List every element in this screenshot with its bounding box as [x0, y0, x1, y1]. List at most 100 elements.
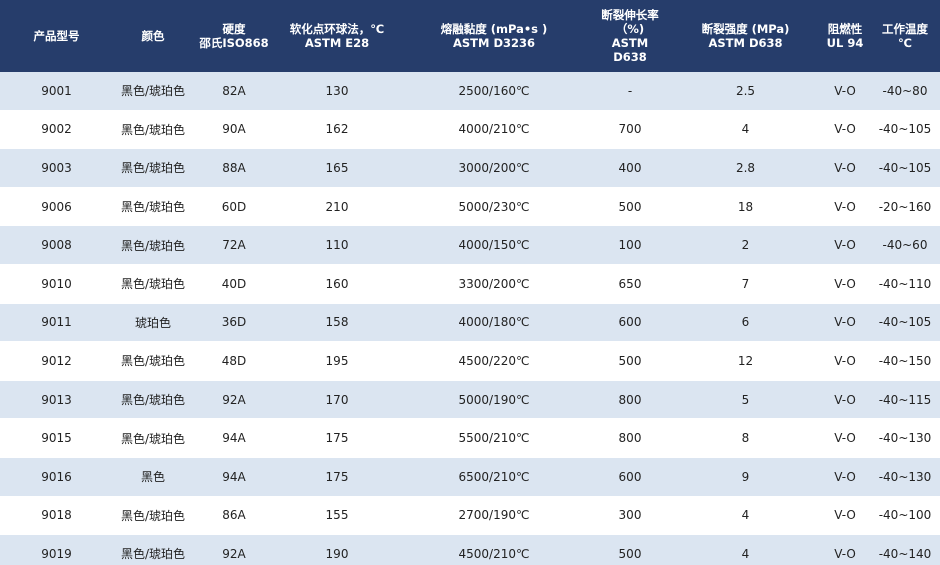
cell-tensile-strength: 2.8 — [671, 148, 820, 188]
table-header: 产品型号 颜色 硬度 邵氏ISO868 软化点环球法，℃ ASTM E28 熔融… — [0, 0, 940, 72]
header-softening-point: 软化点环球法，℃ ASTM E28 — [275, 0, 399, 72]
cell-color: 黑色/琥珀色 — [113, 496, 193, 536]
cell-operating-temp: -20~160 — [870, 187, 940, 227]
table-row: 9002 黑色/琥珀色 90A 162 4000/210℃ 700 4 V-O -40~105 — [0, 110, 940, 150]
cell-melt-viscosity: 4000/150℃ — [399, 225, 589, 265]
cell-operating-temp: -40~115 — [870, 380, 940, 420]
table-row: 9008 黑色/琥珀色 72A 110 4000/150℃ 100 2 V-O -40~60 — [0, 225, 940, 265]
cell-elongation: 700 — [589, 110, 671, 150]
cell-melt-viscosity: 5500/210℃ — [399, 418, 589, 458]
cell-tensile-strength: 2 — [671, 225, 820, 265]
cell-hardness: 36D — [193, 303, 275, 343]
cell-color: 黑色/琥珀色 — [113, 72, 193, 111]
table-row: 9015 黑色/琥珀色 94A 175 5500/210℃ 800 8 V-O -40~130 — [0, 418, 940, 458]
table-body: 9001 黑色/琥珀色 82A 130 2500/160℃ -2.5 V-O -40~80 90… — [0, 72, 940, 565]
cell-elongation: 800 — [589, 380, 671, 420]
cell-elongation: 650 — [589, 264, 671, 304]
cell-hardness: 48D — [193, 341, 275, 381]
cell-elongation: 800 — [589, 418, 671, 458]
cell-softening-point: 162 — [275, 110, 399, 150]
header-operating-temp: 工作温度 ℃ — [870, 0, 940, 72]
cell-melt-viscosity: 4500/220℃ — [399, 341, 589, 381]
cell-color: 黑色/琥珀色 — [113, 187, 193, 227]
cell-hardness: 94A — [193, 418, 275, 458]
cell-color: 黑色/琥珀色 — [113, 264, 193, 304]
cell-elongation: 500 — [589, 534, 671, 565]
cell-flame-rating: V-O — [820, 418, 870, 458]
cell-elongation: 500 — [589, 187, 671, 227]
cell-softening-point: 175 — [275, 457, 399, 497]
cell-melt-viscosity: 5000/190℃ — [399, 380, 589, 420]
header-melt-viscosity: 熔融黏度 (mPa•s ) ASTM D3236 — [399, 0, 589, 72]
cell-flame-rating: V-O — [820, 72, 870, 111]
cell-elongation: - — [589, 72, 671, 111]
cell-softening-point: 155 — [275, 496, 399, 536]
cell-softening-point: 110 — [275, 225, 399, 265]
cell-model: 9010 — [0, 264, 113, 304]
cell-model: 9013 — [0, 380, 113, 420]
cell-elongation: 600 — [589, 303, 671, 343]
cell-operating-temp: -40~150 — [870, 341, 940, 381]
cell-operating-temp: -40~80 — [870, 72, 940, 111]
cell-tensile-strength: 9 — [671, 457, 820, 497]
cell-tensile-strength: 4 — [671, 496, 820, 536]
cell-melt-viscosity: 4000/180℃ — [399, 303, 589, 343]
cell-flame-rating: V-O — [820, 496, 870, 536]
cell-operating-temp: -40~100 — [870, 496, 940, 536]
cell-model: 9016 — [0, 457, 113, 497]
cell-flame-rating: V-O — [820, 264, 870, 304]
header-hardness: 硬度 邵氏ISO868 — [193, 0, 275, 72]
cell-flame-rating: V-O — [820, 303, 870, 343]
table-row: 9003 黑色/琥珀色 88A 165 3000/200℃ 400 2.8 V-O -40~10… — [0, 148, 940, 188]
cell-melt-viscosity: 4000/210℃ — [399, 110, 589, 150]
table-row: 9013 黑色/琥珀色 92A 170 5000/190℃ 800 5 V-O -40~115 — [0, 380, 940, 420]
cell-hardness: 86A — [193, 496, 275, 536]
cell-tensile-strength: 4 — [671, 534, 820, 565]
cell-color: 黑色/琥珀色 — [113, 148, 193, 188]
cell-elongation: 600 — [589, 457, 671, 497]
cell-operating-temp: -40~110 — [870, 264, 940, 304]
header-flame-rating: 阻燃性 UL 94 — [820, 0, 870, 72]
cell-operating-temp: -40~105 — [870, 303, 940, 343]
cell-hardness: 82A — [193, 72, 275, 111]
cell-model: 9019 — [0, 534, 113, 565]
cell-hardness: 92A — [193, 380, 275, 420]
cell-model: 9012 — [0, 341, 113, 381]
header-color: 颜色 — [113, 0, 193, 72]
header-model: 产品型号 — [0, 0, 113, 72]
cell-model: 9003 — [0, 148, 113, 188]
table-row: 9001 黑色/琥珀色 82A 130 2500/160℃ -2.5 V-O -40~80 — [0, 72, 940, 111]
cell-model: 9006 — [0, 187, 113, 227]
cell-softening-point: 170 — [275, 380, 399, 420]
cell-tensile-strength: 12 — [671, 341, 820, 381]
table-row: 9012 黑色/琥珀色 48D 195 4500/220℃ 500 12 V-O -40~150 — [0, 341, 940, 381]
cell-elongation: 100 — [589, 225, 671, 265]
cell-softening-point: 130 — [275, 72, 399, 111]
cell-model: 9002 — [0, 110, 113, 150]
cell-hardness: 94A — [193, 457, 275, 497]
cell-model: 9015 — [0, 418, 113, 458]
cell-operating-temp: -40~130 — [870, 457, 940, 497]
cell-hardness: 90A — [193, 110, 275, 150]
cell-flame-rating: V-O — [820, 457, 870, 497]
cell-tensile-strength: 7 — [671, 264, 820, 304]
cell-tensile-strength: 6 — [671, 303, 820, 343]
cell-color: 黑色/琥珀色 — [113, 418, 193, 458]
cell-tensile-strength: 5 — [671, 380, 820, 420]
cell-tensile-strength: 2.5 — [671, 72, 820, 111]
cell-elongation: 500 — [589, 341, 671, 381]
cell-tensile-strength: 4 — [671, 110, 820, 150]
cell-hardness: 92A — [193, 534, 275, 565]
cell-softening-point: 158 — [275, 303, 399, 343]
cell-melt-viscosity: 5000/230℃ — [399, 187, 589, 227]
header-elongation: 断裂伸长率（%) ASTM D638 — [589, 0, 671, 72]
cell-softening-point: 175 — [275, 418, 399, 458]
cell-color: 黑色/琥珀色 — [113, 110, 193, 150]
table-row: 9018 黑色/琥珀色 86A 155 2700/190℃ 300 4 V-O -40~100 — [0, 496, 940, 536]
cell-elongation: 300 — [589, 496, 671, 536]
cell-operating-temp: -40~140 — [870, 534, 940, 565]
cell-color: 黑色 — [113, 457, 193, 497]
cell-hardness: 60D — [193, 187, 275, 227]
